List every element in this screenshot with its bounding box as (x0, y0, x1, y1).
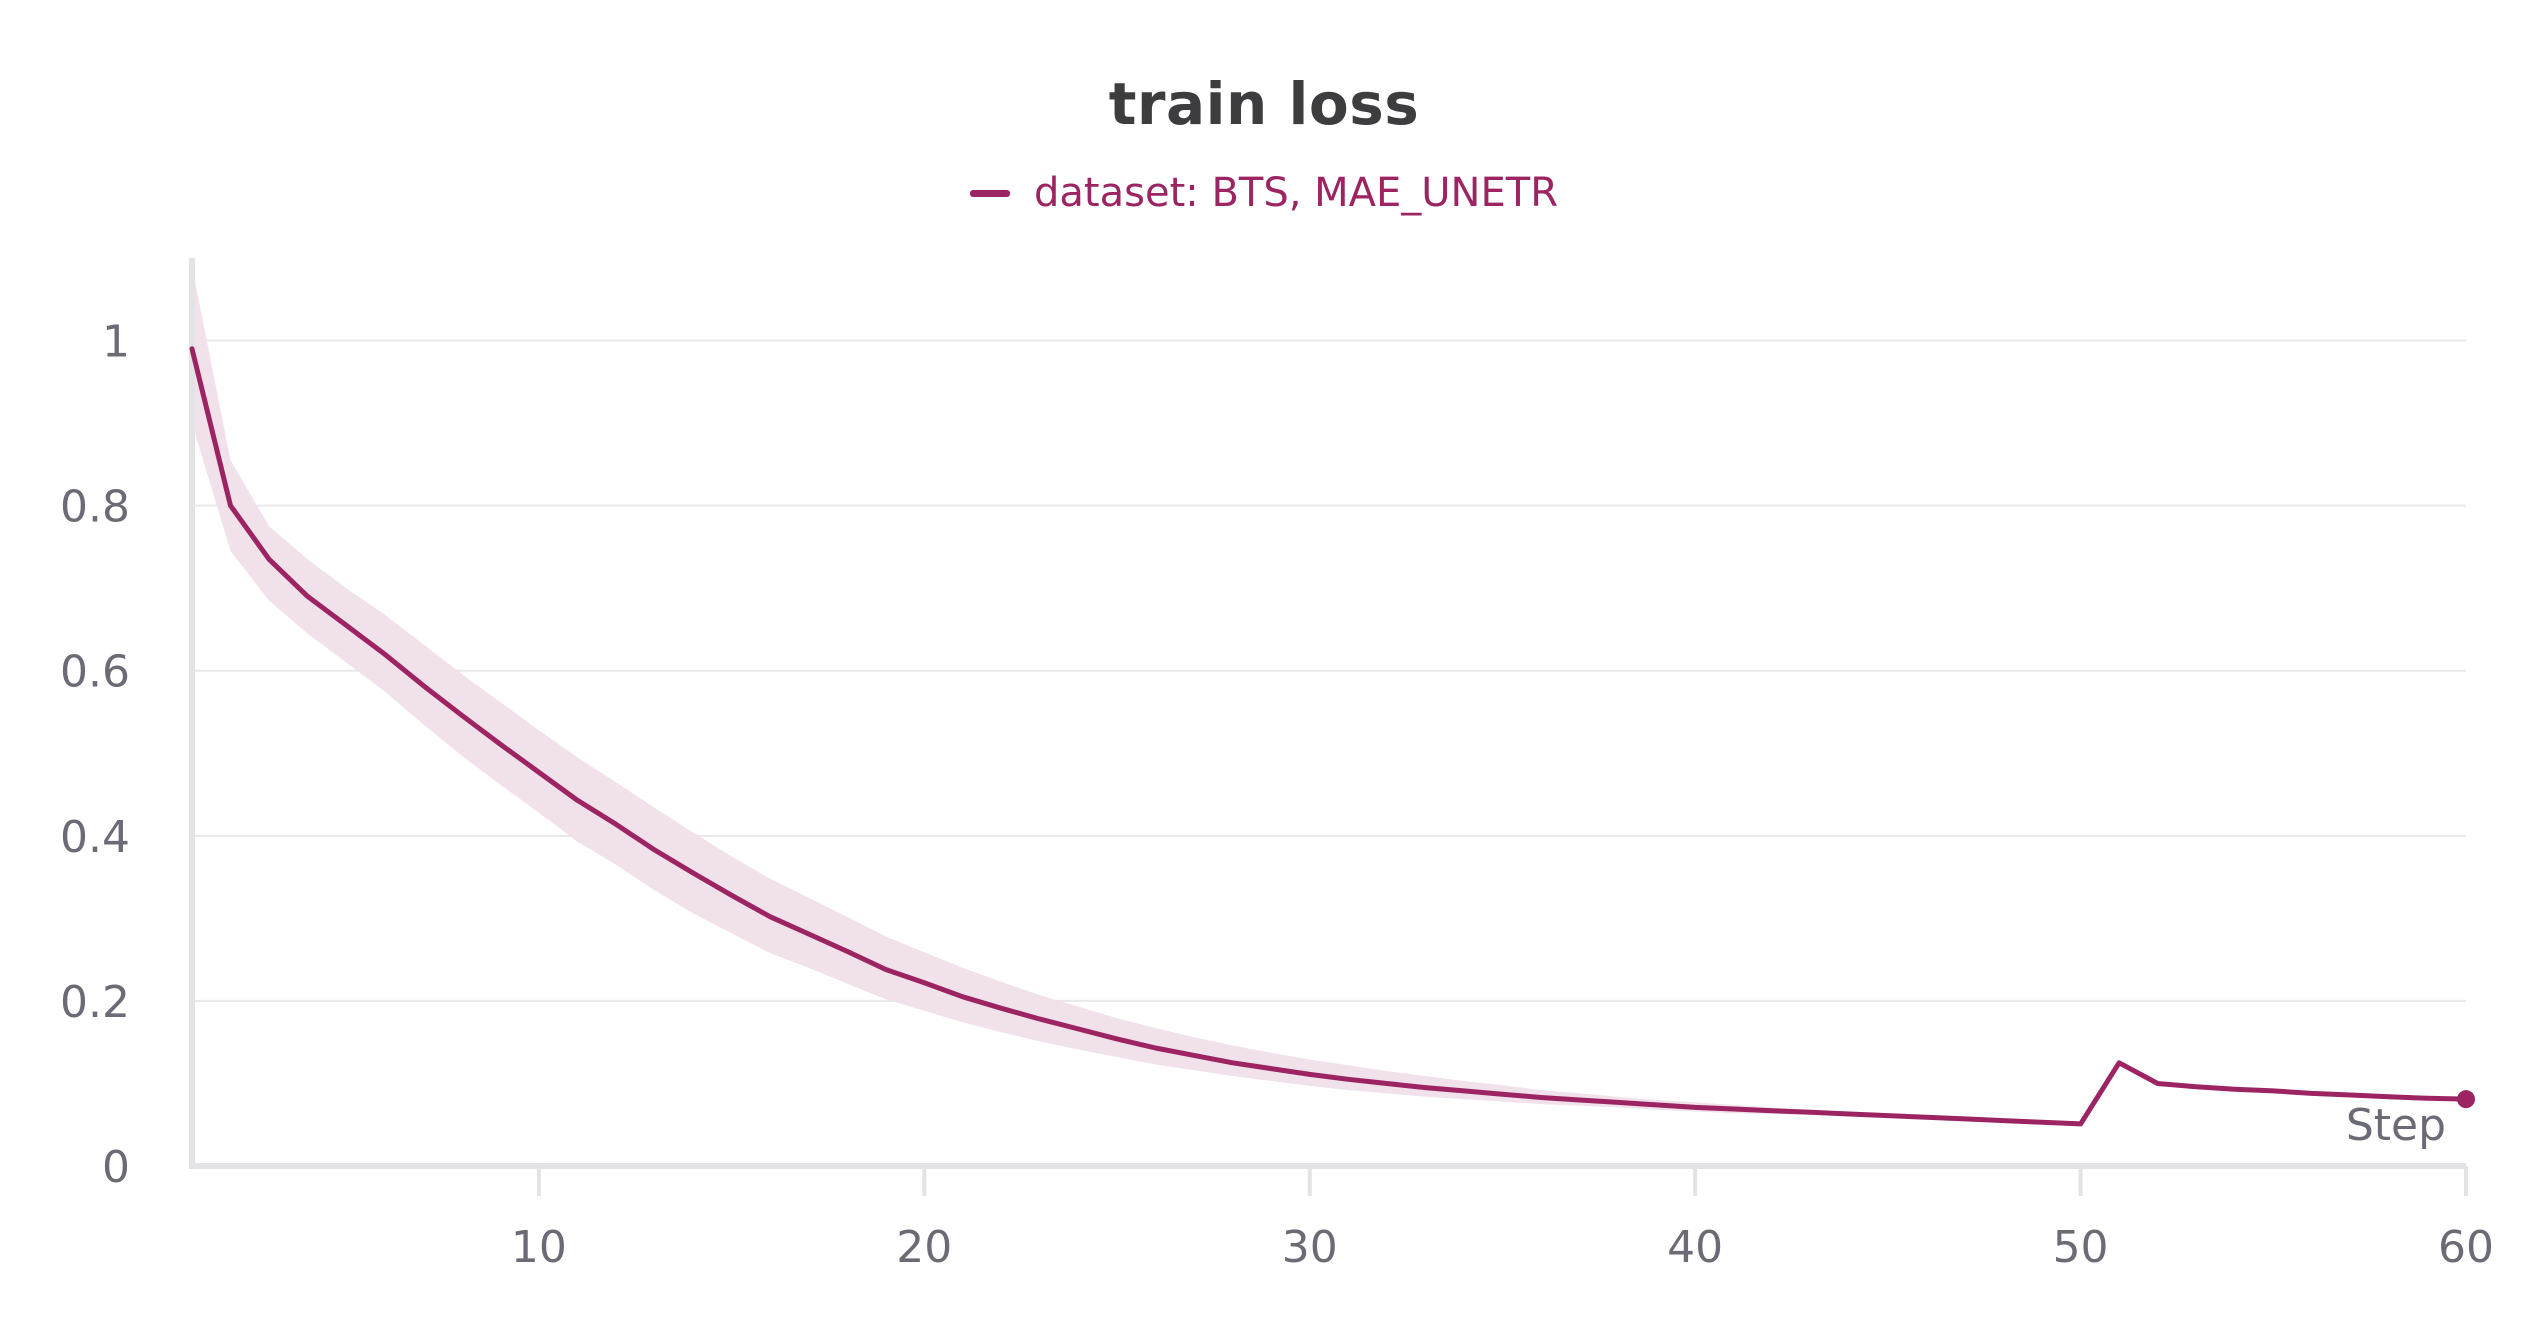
x-tick-label: 60 (2438, 1222, 2494, 1273)
legend-swatch (970, 189, 1011, 197)
y-tick-label: 0.6 (60, 647, 130, 698)
x-axis-title: Step (2346, 1100, 2446, 1151)
y-tick-label: 0.2 (60, 977, 130, 1028)
legend[interactable]: dataset: BTS, MAE_UNETR (0, 168, 2528, 218)
y-tick-label: 0.8 (60, 482, 130, 533)
axes (189, 258, 2468, 1196)
y-tick-label: 0 (102, 1142, 130, 1193)
confidence-band (192, 266, 2466, 1126)
grid-lines (192, 339, 2466, 1002)
series-line (189, 346, 2469, 1127)
chart-title: train loss (1108, 70, 1420, 138)
confidence-band-layer (192, 266, 2466, 1126)
x-tick-label: 20 (896, 1222, 952, 1273)
y-tick-label: 1 (102, 317, 130, 368)
series-layer (189, 346, 2475, 1127)
y-tick-label: 0.4 (60, 812, 130, 863)
x-tick-label: 10 (511, 1222, 567, 1273)
x-tick-label: 50 (2053, 1222, 2109, 1273)
series-end-marker (2457, 1090, 2475, 1109)
x-tick-label: 40 (1667, 1222, 1723, 1273)
legend-label: dataset: BTS, MAE_UNETR (1034, 170, 1558, 216)
x-tick-label: 30 (1282, 1222, 1338, 1273)
tick-labels: 0 0.2 0.4 0.6 0.8 1 10 20 30 40 50 60 Step (60, 317, 2494, 1273)
